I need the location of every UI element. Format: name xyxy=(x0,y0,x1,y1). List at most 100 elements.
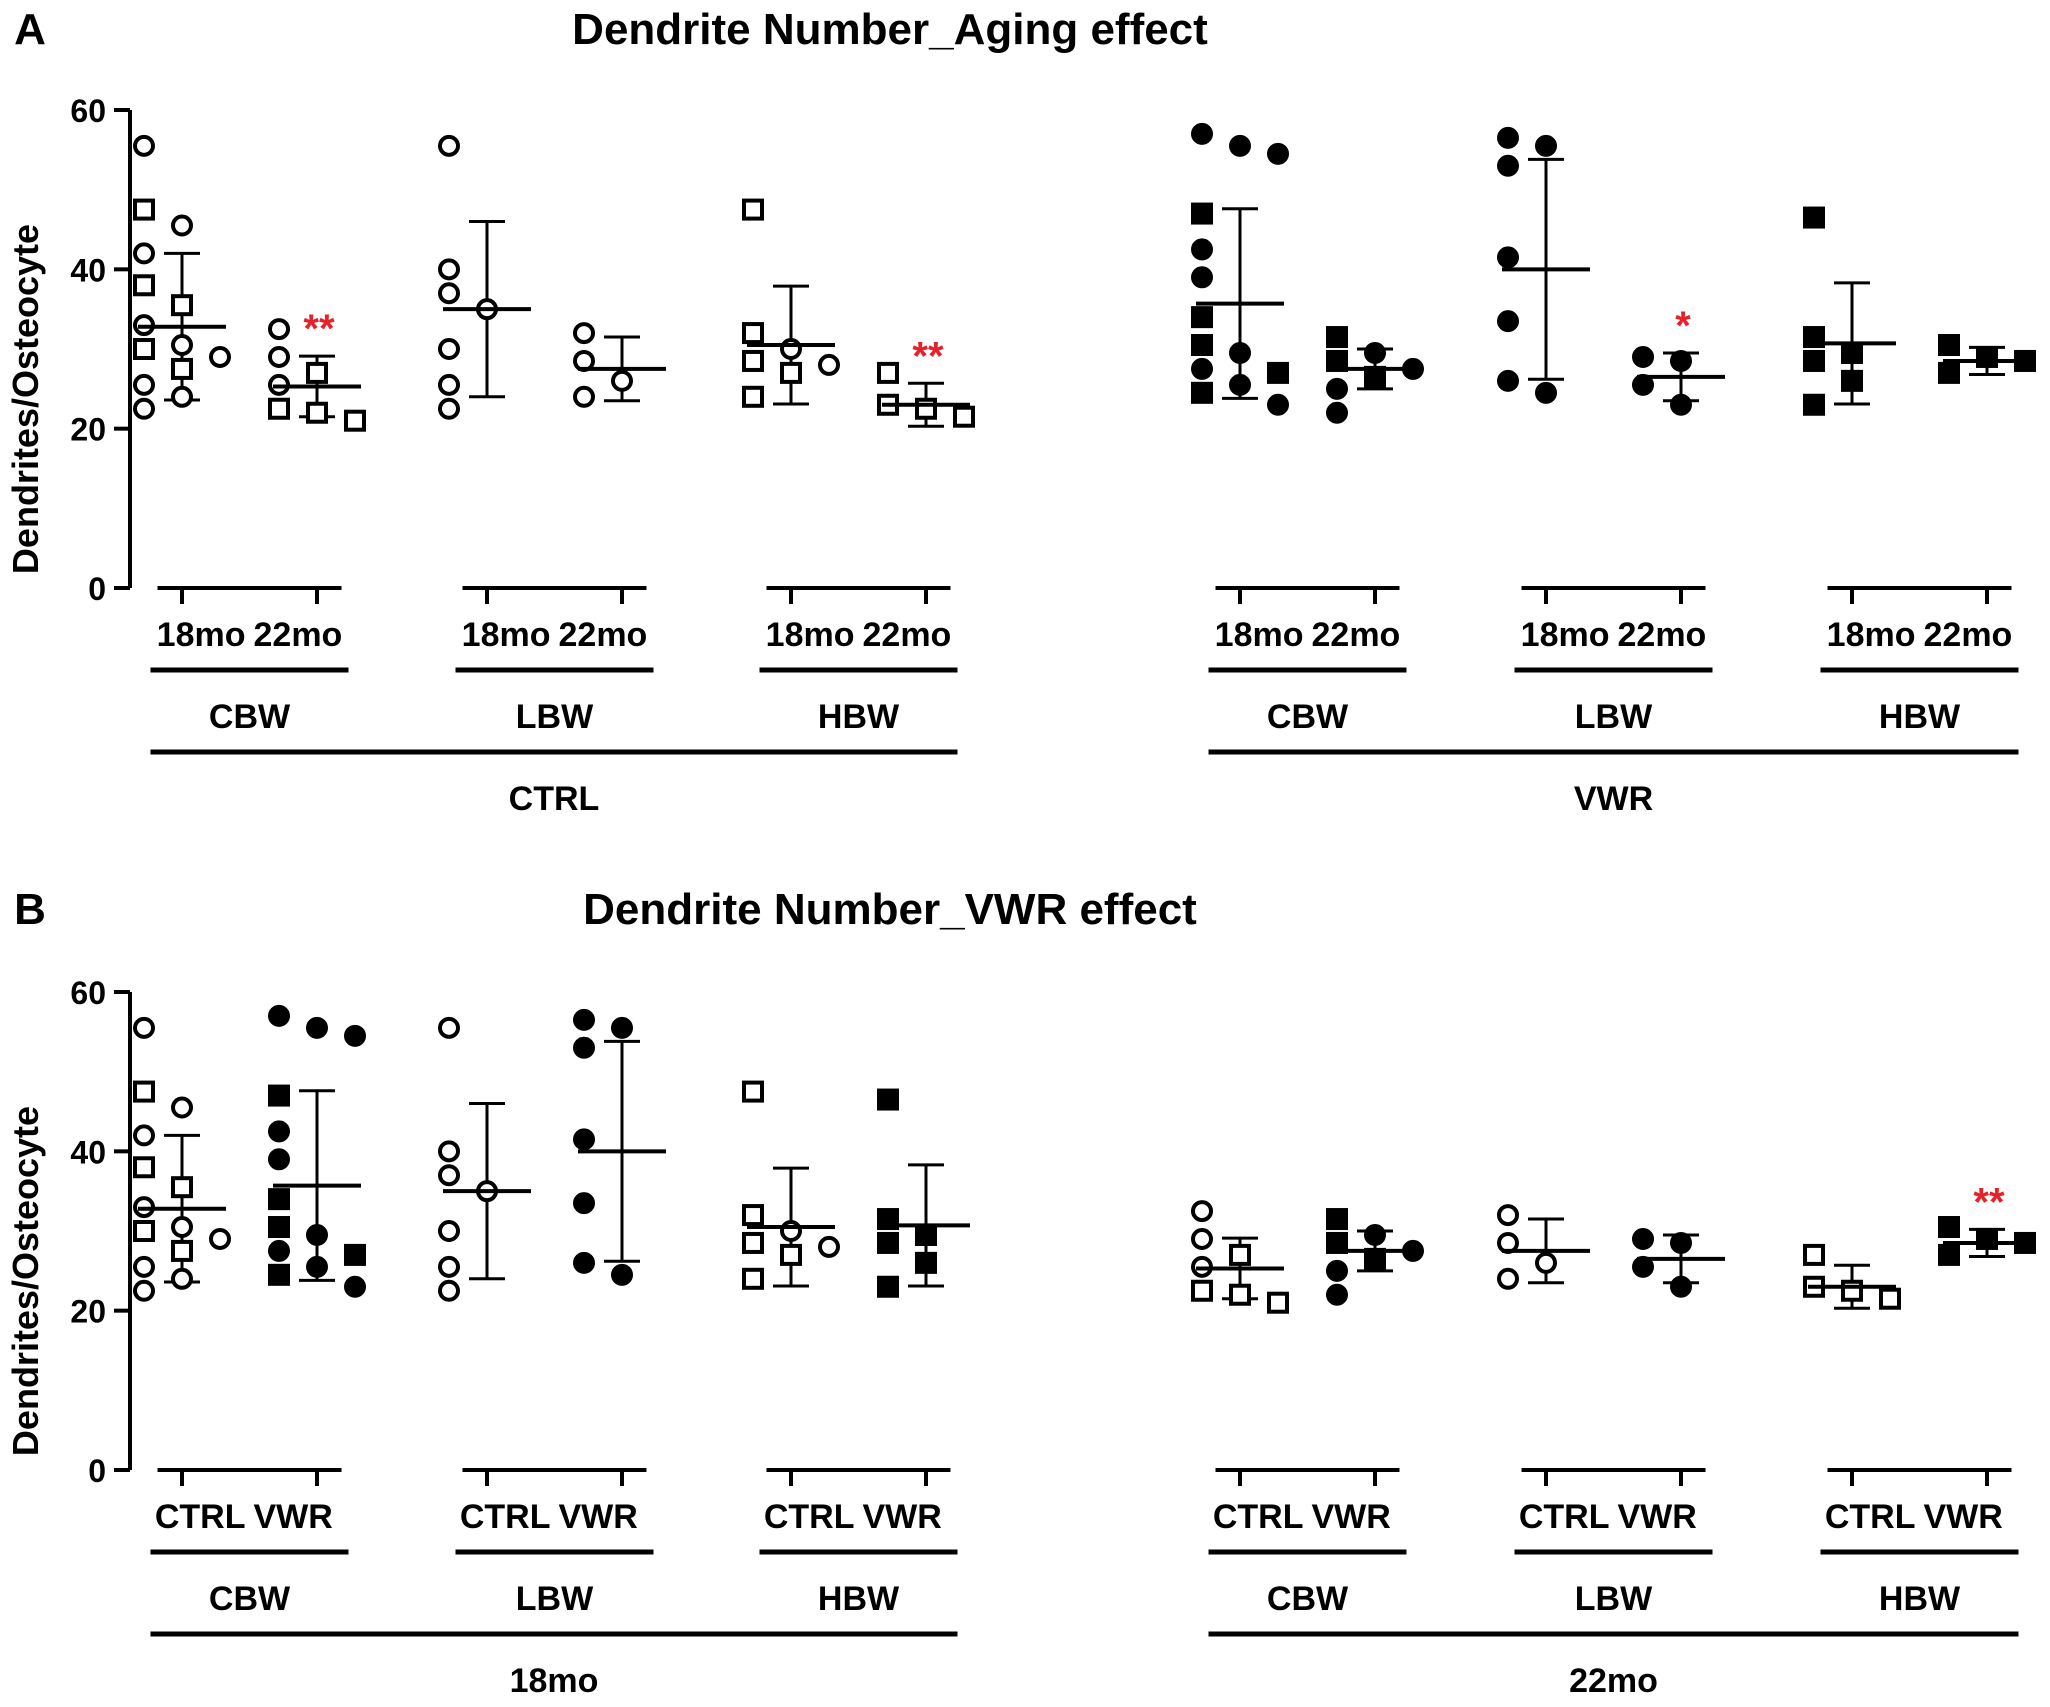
panel-label: A xyxy=(14,5,46,54)
data-point-circle xyxy=(171,1096,193,1119)
data-point-square xyxy=(742,349,764,372)
data-point-circle xyxy=(1670,393,1692,416)
data-point-square xyxy=(133,274,155,297)
data-point-circle xyxy=(268,1148,290,1171)
group-label: 22mo xyxy=(1569,1662,1658,1700)
data-point-circle xyxy=(344,1024,366,1047)
subgroup-label: HBW xyxy=(1879,1580,1961,1618)
data-point-square xyxy=(1976,345,1998,368)
data-point-square xyxy=(742,1267,764,1290)
panel-label: B xyxy=(14,885,46,934)
data-point-square xyxy=(1267,361,1289,384)
significance-marker: * xyxy=(1675,304,1691,348)
data-point-circle xyxy=(438,1220,460,1242)
data-point-square xyxy=(268,1084,290,1107)
data-point-circle xyxy=(438,1164,460,1187)
data-point-circle xyxy=(171,1216,193,1239)
data-point-circle xyxy=(438,282,460,305)
x-tick-label: CTRL xyxy=(1825,1498,1916,1536)
subgroup-label: CBW xyxy=(1267,698,1349,736)
data-point-circle xyxy=(1497,1267,1519,1290)
data-point-square xyxy=(171,1239,193,1262)
data-point-square xyxy=(877,1231,899,1254)
data-point-circle xyxy=(1229,373,1251,396)
data-point-square xyxy=(1191,334,1213,357)
chart-title: Dendrite Number_Aging effect xyxy=(572,5,1208,54)
series-18mo-HBW-VWR xyxy=(877,1088,970,1298)
data-point-square xyxy=(1267,1291,1289,1314)
subgroup-label: LBW xyxy=(1575,698,1653,736)
data-point-square xyxy=(877,1275,899,1298)
x-tick-label: 18mo xyxy=(1215,616,1304,654)
x-tick-label: VWR xyxy=(863,1498,942,1536)
x-tick-label: 22mo xyxy=(863,616,952,654)
data-point-circle xyxy=(1364,1223,1386,1246)
data-point-square xyxy=(1803,393,1825,416)
data-point-square xyxy=(1976,1227,1998,1250)
data-point-circle xyxy=(1229,341,1251,364)
data-point-circle xyxy=(1267,393,1289,416)
data-point-circle xyxy=(344,1275,366,1298)
data-point-circle xyxy=(268,1004,290,1027)
data-point-circle xyxy=(438,1140,460,1163)
subgroup-label: HBW xyxy=(1879,698,1961,736)
data-point-square xyxy=(915,1223,937,1246)
data-point-square xyxy=(1841,1279,1863,1302)
significance-marker: ** xyxy=(1973,1180,2005,1224)
data-point-circle xyxy=(438,258,460,281)
data-point-circle xyxy=(1632,345,1654,368)
data-point-square xyxy=(1803,206,1825,229)
data-point-circle xyxy=(171,1267,193,1290)
x-tick-label: 18mo xyxy=(157,616,246,654)
series-18mo-HBW-CTRL xyxy=(742,1080,840,1290)
data-point-circle xyxy=(438,373,460,396)
data-point-circle xyxy=(438,1279,460,1302)
chart-panel-A: A Dendrite Number_Aging effect 0 20 40 60 Dend… xyxy=(5,5,2036,818)
data-point-square xyxy=(133,1080,155,1103)
chart-panel-B: B Dendrite Number_VWR effect 0 20 40 60 Dendri… xyxy=(5,885,2036,1700)
data-point-circle xyxy=(573,1251,595,1274)
series-22mo-HBW-CTRL xyxy=(1803,1243,1901,1310)
series-VWR-CBW-18mo xyxy=(1191,122,1289,416)
data-point-square xyxy=(877,1088,899,1111)
data-point-circle xyxy=(780,338,802,360)
series-22mo-CBW-CTRL xyxy=(1191,1200,1289,1314)
x-tick-label: VWR xyxy=(1618,1498,1697,1536)
series-18mo-LBW-CTRL xyxy=(438,1016,531,1302)
y-tick-label: 60 xyxy=(70,93,106,129)
data-point-square xyxy=(1938,361,1960,384)
data-point-square xyxy=(742,1231,764,1254)
data-point-circle xyxy=(438,338,460,360)
data-point-circle xyxy=(818,353,840,376)
data-point-square xyxy=(1191,381,1213,404)
data-point-circle xyxy=(1497,310,1519,333)
x-tick-label: 22mo xyxy=(254,616,343,654)
data-point-circle xyxy=(133,397,155,420)
data-point-circle xyxy=(1326,377,1348,400)
data-point-circle xyxy=(438,397,460,420)
data-point-square xyxy=(1938,1243,1960,1266)
data-point-circle xyxy=(209,1227,231,1250)
data-point-circle xyxy=(306,1223,328,1246)
data-point-circle xyxy=(1191,266,1213,289)
x-tick-label: 22mo xyxy=(1312,616,1401,654)
data-point-square xyxy=(133,1220,155,1242)
data-point-circle xyxy=(1229,134,1251,157)
series-CTRL-LBW-18mo xyxy=(438,134,531,420)
data-point-circle xyxy=(133,373,155,396)
data-point-square xyxy=(344,1243,366,1266)
subgroup-label: CBW xyxy=(209,698,291,736)
data-point-square xyxy=(268,397,290,420)
data-point-circle xyxy=(573,1192,595,1215)
data-point-circle xyxy=(268,345,290,368)
y-tick-label: 0 xyxy=(88,571,106,607)
data-point-square xyxy=(306,361,328,384)
data-point-circle xyxy=(611,1263,633,1286)
data-point-circle xyxy=(1326,401,1348,424)
subgroup-label: LBW xyxy=(1575,1580,1653,1618)
data-point-square xyxy=(742,385,764,408)
data-point-circle xyxy=(268,1120,290,1143)
data-point-square xyxy=(742,1204,764,1227)
y-tick-label: 40 xyxy=(70,1134,106,1170)
